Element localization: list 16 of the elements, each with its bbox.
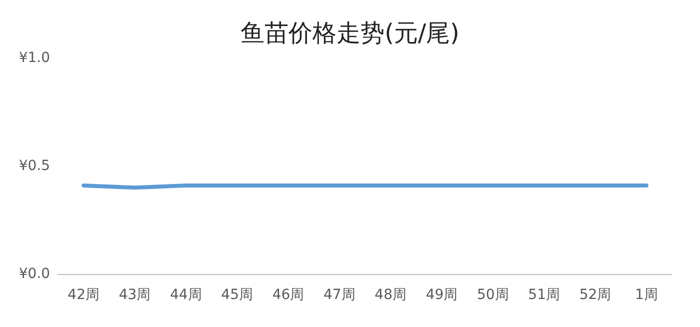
x-tick-label: 49周 <box>426 287 458 303</box>
y-tick-label: ¥1.0 <box>18 50 50 66</box>
x-tick-label: 50周 <box>477 287 509 303</box>
x-tick-label: 48周 <box>374 287 406 303</box>
x-tick-label: 45周 <box>221 287 253 303</box>
y-tick-label: ¥0.5 <box>18 158 50 174</box>
x-tick-label: 51周 <box>528 287 560 303</box>
x-tick-label: 44周 <box>170 287 202 303</box>
x-tick-label: 52周 <box>579 287 612 303</box>
x-tick-label: 1周 <box>634 287 658 303</box>
y-tick-label: ¥0.0 <box>18 266 50 282</box>
x-tick-label: 46周 <box>272 287 304 303</box>
x-tick-label: 42周 <box>68 287 100 303</box>
x-tick-label: 47周 <box>324 287 356 303</box>
x-tick-label: 43周 <box>118 287 151 303</box>
chart-title: 鱼苗价格走势(元/尾) <box>240 19 460 47</box>
